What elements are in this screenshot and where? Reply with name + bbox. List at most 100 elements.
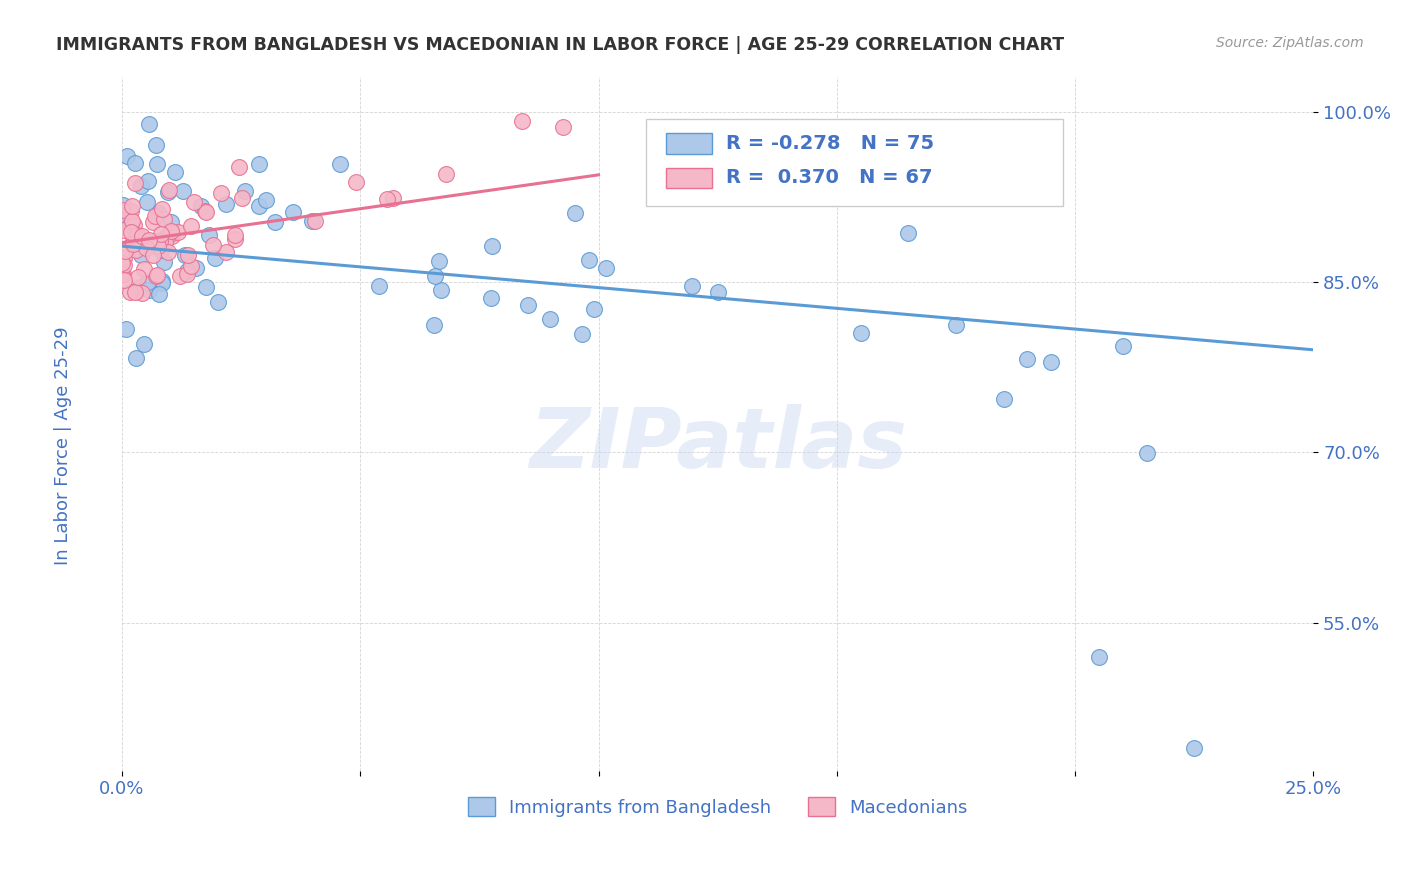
Point: [375, 192, 398, 206]
Point: [583, 302, 606, 317]
FancyBboxPatch shape: [647, 119, 1063, 206]
Point: [224, 227, 246, 242]
Point: [138, 283, 160, 297]
Point: [160, 228, 183, 243]
Point: [224, 232, 246, 246]
Point: [329, 157, 352, 171]
Point: [176, 268, 198, 282]
Point: [135, 241, 157, 255]
Point: [145, 137, 167, 152]
Point: [516, 298, 538, 312]
Legend: Immigrants from Bangladesh, Macedonians: Immigrants from Bangladesh, Macedonians: [461, 790, 974, 824]
Point: [142, 247, 165, 261]
Point: [1111, 339, 1133, 353]
Point: [423, 269, 446, 284]
Point: [423, 318, 446, 332]
Point: [156, 186, 179, 200]
Point: [112, 273, 135, 287]
Point: [152, 212, 174, 227]
Point: [160, 224, 183, 238]
Point: [897, 226, 920, 240]
Point: [120, 203, 142, 218]
Point: [194, 204, 217, 219]
Point: [115, 149, 138, 163]
Point: [228, 160, 250, 174]
Point: [120, 218, 142, 232]
Point: [681, 278, 703, 293]
Text: ZIPatlas: ZIPatlas: [529, 404, 907, 485]
Point: [157, 183, 180, 197]
Point: [215, 244, 238, 259]
Point: [176, 264, 198, 278]
Point: [481, 291, 503, 305]
Point: [122, 218, 145, 232]
Point: [571, 326, 593, 341]
Point: [131, 285, 153, 300]
Point: [138, 233, 160, 247]
Point: [434, 167, 457, 181]
Point: [149, 227, 172, 242]
Point: [124, 156, 146, 170]
Point: [510, 114, 533, 128]
Point: [131, 229, 153, 244]
Point: [153, 255, 176, 269]
Point: [121, 199, 143, 213]
Text: In Labor Force | Age 25-29: In Labor Force | Age 25-29: [55, 326, 72, 566]
Point: [264, 215, 287, 229]
Point: [125, 232, 148, 246]
Point: [145, 269, 167, 284]
Point: [146, 238, 169, 252]
Point: [183, 194, 205, 209]
Point: [121, 235, 143, 250]
Point: [146, 234, 169, 248]
Point: [177, 248, 200, 262]
Point: [368, 279, 391, 293]
Point: [120, 226, 142, 240]
Point: [553, 120, 575, 135]
Point: [1017, 352, 1039, 367]
Point: [121, 236, 143, 251]
Point: [138, 117, 160, 131]
Point: [112, 222, 135, 236]
Point: [849, 326, 872, 340]
Point: [112, 258, 135, 272]
Point: [120, 285, 142, 299]
Point: [149, 243, 172, 257]
Point: [145, 157, 167, 171]
Text: IMMIGRANTS FROM BANGLADESH VS MACEDONIAN IN LABOR FORCE | AGE 25-29 CORRELATION : IMMIGRANTS FROM BANGLADESH VS MACEDONIAN…: [56, 36, 1064, 54]
Point: [115, 322, 138, 336]
Point: [143, 209, 166, 223]
Point: [174, 248, 197, 262]
Point: [595, 260, 617, 275]
Point: [112, 267, 135, 281]
Point: [194, 204, 217, 219]
Point: [1040, 355, 1063, 369]
Point: [115, 214, 138, 228]
Point: [169, 269, 191, 284]
Point: [247, 157, 270, 171]
FancyBboxPatch shape: [666, 168, 711, 188]
Point: [254, 193, 277, 207]
Point: [156, 245, 179, 260]
Point: [129, 248, 152, 262]
Point: [111, 203, 134, 218]
Point: [138, 275, 160, 289]
Point: [197, 228, 219, 243]
Point: [112, 251, 135, 265]
Point: [184, 260, 207, 275]
Point: [127, 270, 149, 285]
Point: [344, 175, 367, 189]
Point: [132, 336, 155, 351]
Point: [427, 254, 450, 268]
Point: [111, 268, 134, 282]
Point: [121, 214, 143, 228]
Point: [149, 235, 172, 249]
Point: [481, 239, 503, 253]
Point: [163, 165, 186, 179]
Point: [167, 226, 190, 240]
Point: [209, 186, 232, 200]
Point: [127, 231, 149, 245]
Point: [707, 285, 730, 299]
Point: [136, 174, 159, 188]
Point: [1182, 741, 1205, 756]
